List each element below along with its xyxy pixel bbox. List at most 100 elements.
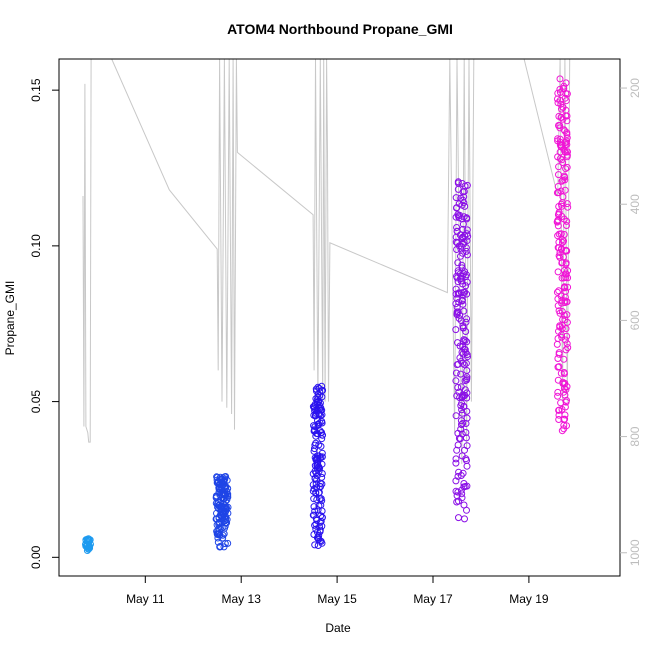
- data-point: [554, 153, 562, 161]
- data-point: [463, 338, 471, 346]
- data-point: [558, 333, 566, 341]
- data-point: [315, 467, 323, 475]
- data-point: [452, 487, 460, 495]
- data-point: [562, 259, 570, 267]
- x-tick-label: May 15: [317, 592, 357, 606]
- data-point: [458, 296, 466, 304]
- y2-tick-label: 200: [628, 78, 642, 98]
- data-point: [312, 439, 320, 447]
- data-point: [562, 148, 569, 156]
- data-point: [559, 239, 566, 246]
- data-point: [459, 220, 467, 228]
- data-point: [557, 100, 565, 108]
- y-tick-label: 0.15: [29, 78, 43, 102]
- data-point: [559, 253, 567, 261]
- data-point: [554, 189, 562, 197]
- data-point: [554, 355, 562, 362]
- data-point: [562, 139, 570, 146]
- data-point: [564, 344, 572, 352]
- data-point: [452, 194, 460, 202]
- data-point: [455, 388, 463, 396]
- data-point: [563, 163, 571, 171]
- data-point: [562, 386, 570, 394]
- data-point: [454, 441, 462, 449]
- data-point: [453, 272, 460, 280]
- data-point: [556, 323, 564, 331]
- data-point: [452, 477, 460, 485]
- data-point: [85, 543, 93, 551]
- data-point: [452, 455, 460, 463]
- data-point: [460, 345, 468, 353]
- data-point: [316, 526, 324, 534]
- y-tick-label: 0.10: [29, 234, 43, 258]
- y2-tick-label: 1000: [628, 539, 642, 566]
- plot-border: [58, 58, 621, 577]
- data-point: [463, 214, 471, 222]
- data-point: [310, 426, 318, 434]
- data-point: [560, 85, 568, 93]
- data-point: [554, 295, 562, 303]
- y2-tick-label: 600: [628, 310, 642, 330]
- x-tick-label: May 11: [126, 592, 165, 606]
- point-cluster: [82, 535, 94, 554]
- data-point: [554, 222, 562, 230]
- chart-title: ATOM4 Northbound Propane_GMI: [227, 21, 453, 37]
- data-point: [460, 188, 468, 195]
- data-point: [555, 238, 563, 246]
- data-point: [563, 340, 571, 348]
- data-point: [563, 217, 571, 225]
- data-point: [564, 267, 572, 275]
- data-point: [213, 527, 221, 535]
- data-point: [214, 528, 221, 536]
- data-point: [463, 462, 471, 470]
- data-point: [563, 134, 571, 142]
- data-point: [453, 361, 461, 369]
- data-point: [562, 398, 570, 406]
- data-point: [564, 283, 572, 291]
- y2-tick-label: 400: [628, 194, 642, 214]
- data-point: [453, 311, 461, 319]
- data-point: [459, 338, 467, 346]
- data-point: [560, 126, 568, 134]
- data-point: [453, 224, 461, 231]
- data-point: [458, 490, 466, 498]
- x-tick-label: May 17: [413, 592, 453, 606]
- data-point: [316, 419, 324, 427]
- y2-tick-label: 800: [628, 426, 642, 446]
- data-point: [555, 287, 563, 295]
- data-point: [318, 473, 326, 481]
- data-point: [462, 282, 470, 290]
- data-point: [461, 336, 469, 344]
- data-point: [557, 230, 565, 238]
- data-point: [563, 117, 571, 125]
- x-axis-label: Date: [325, 621, 351, 635]
- data-point: [452, 285, 460, 293]
- data-point: [562, 246, 570, 254]
- data-point: [561, 293, 569, 301]
- data-point: [221, 482, 229, 490]
- data-point: [555, 350, 563, 358]
- data-point: [561, 283, 568, 291]
- data-point: [558, 199, 566, 207]
- data-point: [561, 316, 569, 324]
- data-point: [452, 377, 460, 385]
- data-point: [560, 172, 568, 180]
- data-point: [453, 492, 461, 500]
- data-point: [462, 429, 470, 436]
- data-point: [457, 242, 465, 250]
- data-point: [562, 270, 570, 278]
- data-point: [454, 259, 462, 267]
- data-point: [452, 326, 460, 334]
- y-tick-label: 0.05: [29, 390, 43, 414]
- data-point: [560, 237, 567, 245]
- y-tick-label: 0.00: [29, 545, 43, 569]
- data-point: [463, 315, 471, 323]
- data-point: [224, 509, 232, 517]
- data-point: [313, 484, 320, 492]
- data-point: [457, 370, 465, 378]
- data-point: [460, 240, 467, 248]
- data-point: [314, 506, 322, 514]
- data-point: [318, 417, 326, 425]
- data-point: [563, 153, 571, 161]
- data-point: [318, 406, 326, 414]
